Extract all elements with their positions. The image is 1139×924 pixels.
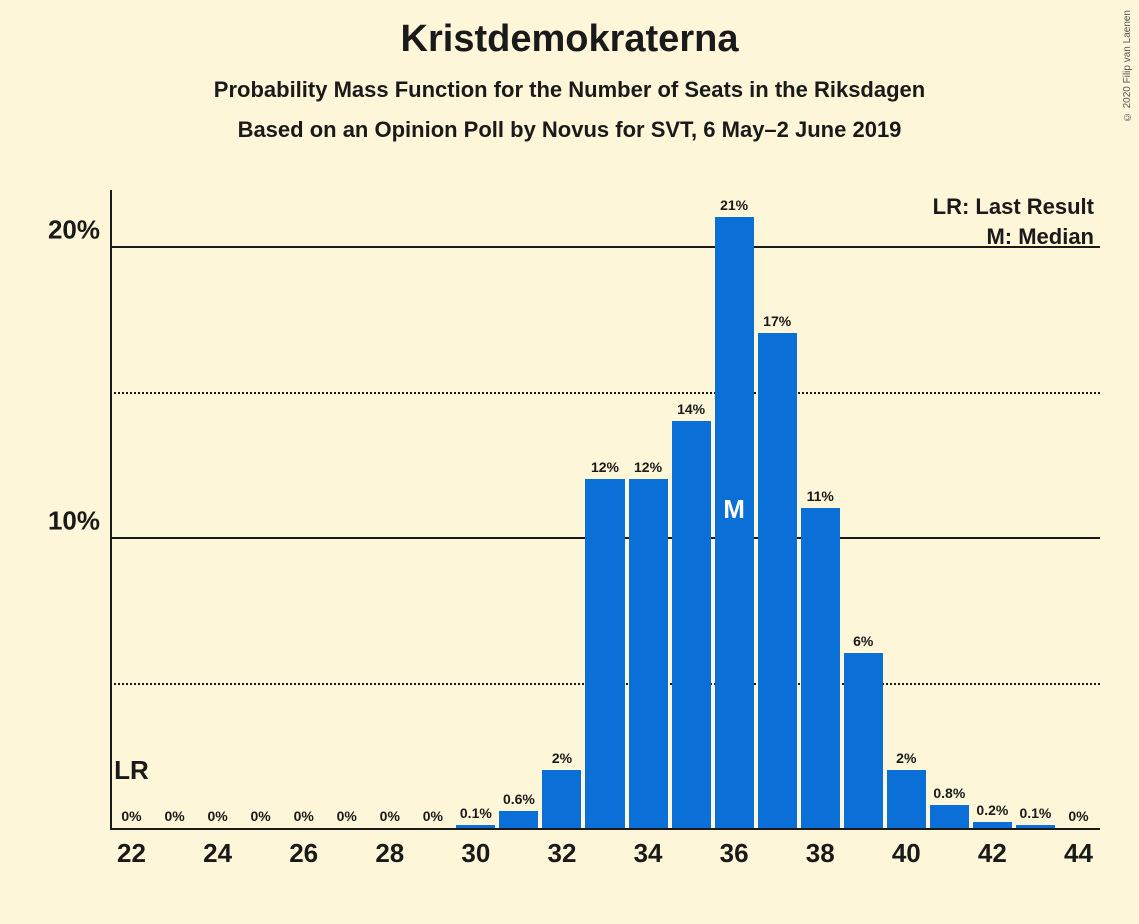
bar-value-label: 0.6% <box>503 791 535 807</box>
legend-median: M: Median <box>986 224 1094 250</box>
bar-value-label: 12% <box>591 459 619 475</box>
bar <box>758 333 797 828</box>
x-tick-label: 24 <box>203 838 232 869</box>
y-tick-label: 20% <box>48 215 100 246</box>
copyright-notice: © 2020 Filip van Laenen <box>1122 10 1133 122</box>
x-tick-label: 32 <box>547 838 576 869</box>
x-tick-label: 28 <box>375 838 404 869</box>
x-tick-label: 26 <box>289 838 318 869</box>
bar-value-label: 6% <box>853 633 873 649</box>
legend-lr: LR: Last Result <box>933 194 1094 220</box>
median-marker: M <box>723 494 745 525</box>
bar-value-label: 0% <box>1068 808 1088 824</box>
bar <box>930 805 969 828</box>
bar-value-label: 21% <box>720 197 748 213</box>
x-tick-label: 36 <box>720 838 749 869</box>
bar-value-label: 0% <box>423 808 443 824</box>
lr-marker: LR <box>114 755 149 786</box>
chart-subtitle-2: Based on an Opinion Poll by Novus for SV… <box>0 117 1139 143</box>
bar-value-label: 2% <box>896 750 916 766</box>
bar <box>585 479 624 828</box>
bar <box>887 770 926 828</box>
bar-value-label: 0% <box>207 808 227 824</box>
bar-value-label: 0% <box>337 808 357 824</box>
bar <box>542 770 581 828</box>
x-tick-label: 30 <box>461 838 490 869</box>
bar <box>456 825 495 828</box>
x-axis <box>110 828 1100 830</box>
bar <box>629 479 668 828</box>
bar-value-label: 0.1% <box>1019 805 1051 821</box>
chart-subtitle: Probability Mass Function for the Number… <box>0 77 1139 103</box>
gridline-major <box>110 246 1100 248</box>
bar <box>973 822 1012 828</box>
bar-value-label: 2% <box>552 750 572 766</box>
bar-value-label: 0% <box>251 808 271 824</box>
chart-title: Kristdemokraterna <box>0 0 1139 61</box>
x-tick-label: 40 <box>892 838 921 869</box>
chart-plot-area: 10%20%2224262830323436384042440%0%0%0%0%… <box>110 190 1100 830</box>
x-tick-label: 38 <box>806 838 835 869</box>
bar-value-label: 12% <box>634 459 662 475</box>
gridline-minor <box>110 392 1100 394</box>
y-axis <box>110 190 112 830</box>
bar-value-label: 0% <box>121 808 141 824</box>
bar-value-label: 11% <box>807 488 834 504</box>
bar <box>499 811 538 828</box>
bar <box>672 421 711 828</box>
bar <box>1016 825 1055 828</box>
bar-value-label: 0.2% <box>976 802 1008 818</box>
bar-value-label: 0% <box>164 808 184 824</box>
bar-value-label: 14% <box>677 401 705 417</box>
bar <box>844 653 883 828</box>
x-tick-label: 34 <box>634 838 663 869</box>
x-tick-label: 22 <box>117 838 146 869</box>
bar-value-label: 0% <box>380 808 400 824</box>
bar-value-label: 0% <box>294 808 314 824</box>
x-tick-label: 44 <box>1064 838 1093 869</box>
bar <box>801 508 840 828</box>
bar-value-label: 0.1% <box>460 805 492 821</box>
x-tick-label: 42 <box>978 838 1007 869</box>
bar-value-label: 17% <box>763 313 791 329</box>
bar-value-label: 0.8% <box>933 785 965 801</box>
y-tick-label: 10% <box>48 506 100 537</box>
